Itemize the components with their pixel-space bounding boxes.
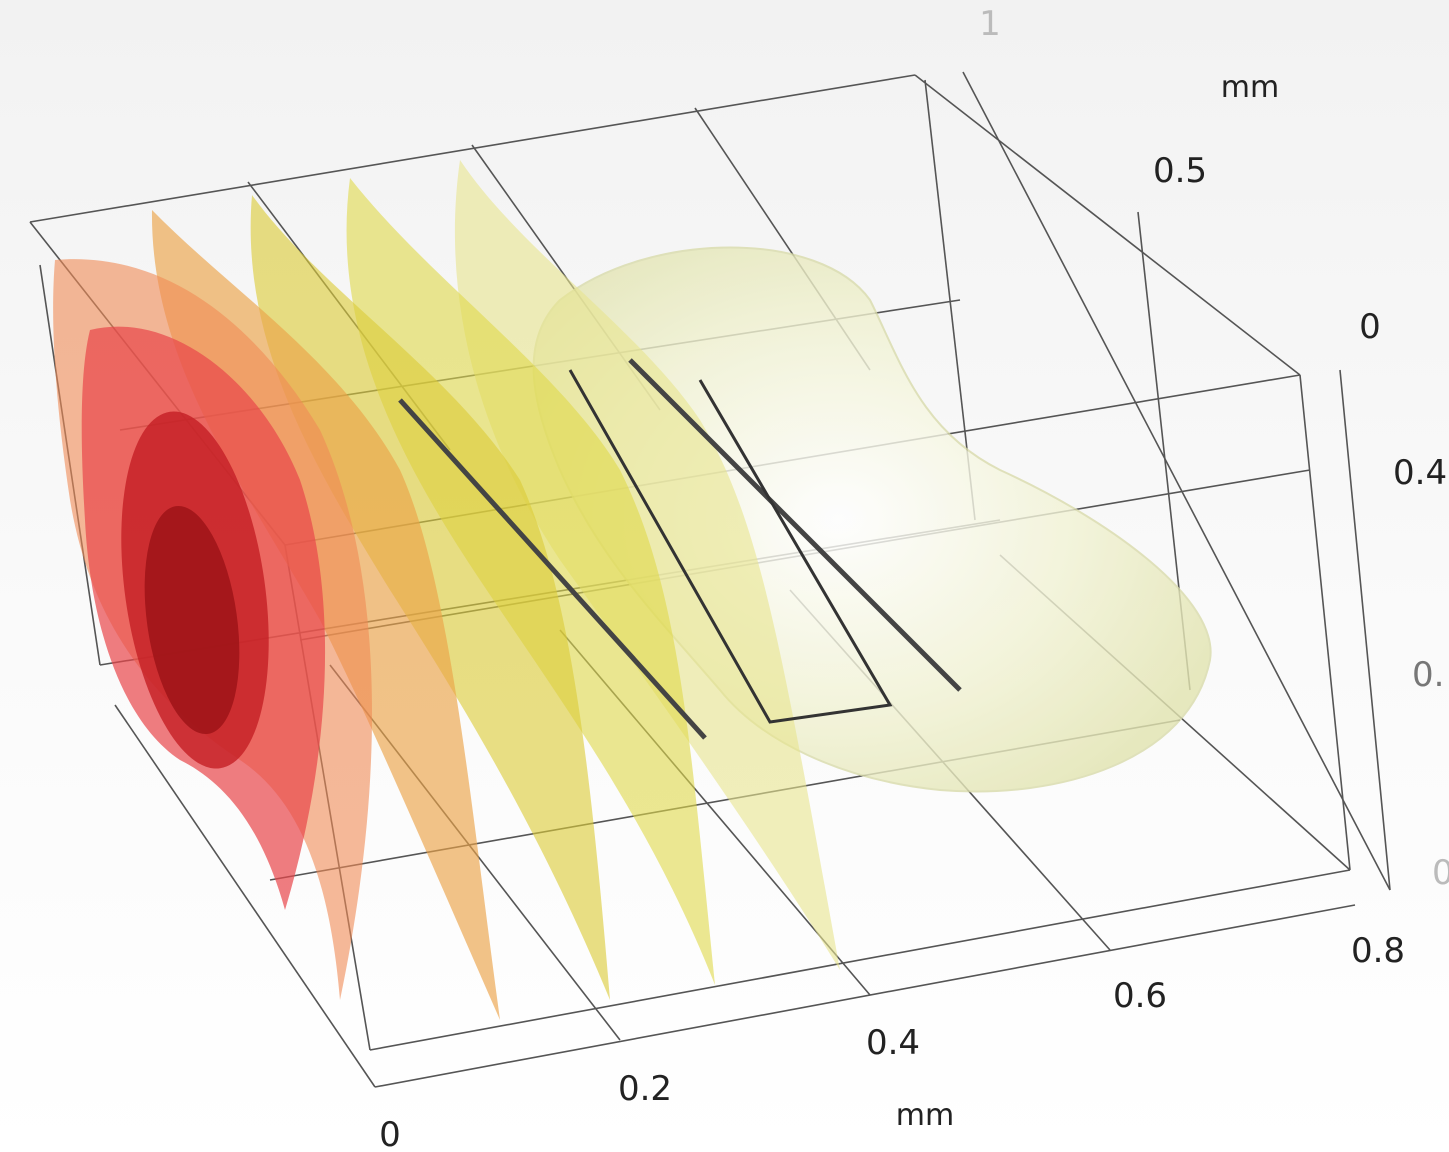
- axis-marker: 1: [979, 4, 1001, 44]
- tick-label: 0.2: [618, 1069, 672, 1109]
- tick-label: 0.6: [1113, 976, 1167, 1016]
- tick-label: 0.4: [1393, 453, 1447, 493]
- axis-unit: mm: [1221, 70, 1279, 105]
- tick-label: 0: [1432, 853, 1449, 893]
- tick-label: 0.: [1412, 655, 1444, 695]
- axis-unit: mm: [896, 1098, 954, 1133]
- plot-3d: 1 mm mm 0.5 0 0.4 0. 0 0 0.2 0.4 0.6 0.8: [0, 0, 1449, 1152]
- tick-label: 0: [1359, 307, 1381, 347]
- tick-label: 0.5: [1153, 151, 1207, 191]
- tick-label: 0.4: [866, 1023, 920, 1063]
- page: 1 mm mm 0.5 0 0.4 0. 0 0 0.2 0.4 0.6 0.8…: [0, 0, 1449, 1152]
- tick-label: 0: [379, 1115, 401, 1152]
- tick-label: 0.8: [1351, 931, 1405, 971]
